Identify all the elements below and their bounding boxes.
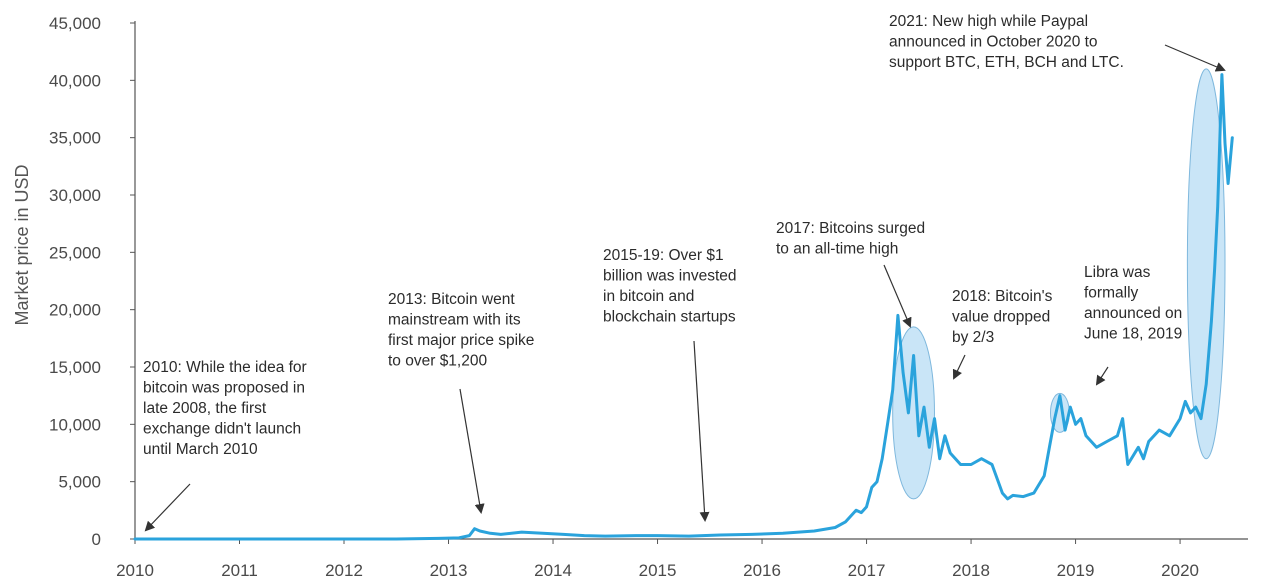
annotation-libra-line: June 18, 2019 xyxy=(1084,326,1182,343)
annotation-2015-line: in bitcoin and xyxy=(603,288,694,305)
annotation-2021-line: 2021: New high while Paypal xyxy=(889,13,1088,30)
annotation-libra-line: announced on xyxy=(1084,305,1182,322)
annotation-2013-line: mainstream with its xyxy=(388,312,521,329)
x-tick-label: 2020 xyxy=(1161,561,1199,580)
x-tick-label: 2011 xyxy=(221,561,258,580)
annotation-libra: Libra was formally announced on June 18,… xyxy=(1084,264,1187,386)
annotation-2021: 2021: New high while Paypal announced in… xyxy=(889,13,1226,72)
annotation-2010: 2010: While the idea for bitcoin was pro… xyxy=(143,359,311,532)
annotation-2015-line: billion was invested xyxy=(603,268,737,285)
svg-text:2015-19: Over $1 billion: 2015-19: Over $1 billion was invested in… xyxy=(603,247,741,326)
annotation-2017-line: 2017: Bitcoins surged xyxy=(776,220,925,237)
annotation-2018-line: 2018: Bitcoin's xyxy=(952,288,1053,305)
price-line xyxy=(133,73,1234,541)
annotation-2013-arrow xyxy=(459,388,485,514)
y-tick-label: 20,000 xyxy=(49,301,101,320)
x-tick-label: 2018 xyxy=(952,561,990,580)
y-tick-label: 5,000 xyxy=(58,473,101,492)
annotation-2018-line: by 2/3 xyxy=(952,329,994,346)
annotation-2013-line: 2013: Bitcoin went xyxy=(388,291,515,308)
annotation-2015-arrow xyxy=(693,340,710,522)
annotation-2010-line: late 2008, the first xyxy=(143,400,267,417)
price-series xyxy=(133,73,1234,541)
y-tick-label: 25,000 xyxy=(49,243,101,262)
y-tick-label: 40,000 xyxy=(49,71,101,90)
x-tick-label: 2017 xyxy=(848,561,886,580)
y-tick-label: 35,000 xyxy=(49,129,101,148)
x-tick-label: 2015 xyxy=(639,561,677,580)
y-tick-label: 10,000 xyxy=(49,415,101,434)
annotation-libra-arrow xyxy=(1095,366,1109,386)
x-axis-ticks: 2010 2011 2012 2013 2014 2015 2016 2017 2018 2019… xyxy=(116,539,1199,580)
annotation-2013-line: first major price spike xyxy=(388,332,534,349)
annotation-2015-line: 2015-19: Over $1 xyxy=(603,247,724,264)
y-axis-ticks: 0 5,000 10,000 15,000 20,000 25,000 30,000 35,0… xyxy=(49,14,135,549)
y-tick-label: 0 xyxy=(92,530,101,549)
x-tick-label: 2019 xyxy=(1057,561,1095,580)
annotation-2017: 2017: Bitcoins surged to an all-time hig… xyxy=(776,220,929,328)
annotation-2021-line: support BTC, ETH, BCH and LTC. xyxy=(889,54,1124,71)
y-tick-label: 30,000 xyxy=(49,186,101,205)
x-tick-label: 2016 xyxy=(743,561,781,580)
annotation-2013-line: to over $1,200 xyxy=(388,353,487,370)
annotation-2017-line: to an all-time high xyxy=(776,241,898,258)
svg-text:Libra was formally: Libra was formally announced on June 18,… xyxy=(1084,264,1187,343)
svg-text:2021: New high while Paypal: 2021: New high while Paypal announced in… xyxy=(889,13,1124,71)
annotation-2018-arrow xyxy=(952,354,966,380)
highlight-regions xyxy=(892,68,1226,500)
annotation-2015: 2015-19: Over $1 billion was invested in… xyxy=(603,247,741,522)
annotation-2013: 2013: Bitcoin went mainstream with its f… xyxy=(388,291,539,514)
svg-text:2017: Bitcoins surged to: 2017: Bitcoins surged to an all-time hig… xyxy=(776,220,929,258)
x-tick-label: 2010 xyxy=(116,561,154,580)
y-tick-label: 15,000 xyxy=(49,358,101,377)
annotation-2010-line: exchange didn't launch xyxy=(143,421,301,438)
annotation-libra-line: formally xyxy=(1084,285,1139,302)
annotation-2010-line: until March 2010 xyxy=(143,441,258,458)
x-tick-label: 2014 xyxy=(534,561,572,580)
x-tick-label: 2012 xyxy=(325,561,363,580)
annotation-2018: 2018: Bitcoin's value dropped by 2/3 xyxy=(952,288,1057,380)
annotation-libra-line: Libra was xyxy=(1084,264,1151,281)
annotation-2015-line: blockchain startups xyxy=(603,309,736,326)
annotation-2018-line: value dropped xyxy=(952,309,1050,326)
svg-text:2010: While the idea for: 2010: While the idea for bitcoin was pro… xyxy=(143,359,311,458)
x-tick-label: 2013 xyxy=(430,561,468,580)
annotation-2010-arrow xyxy=(144,483,191,532)
svg-text:2018: Bitcoin's value dr: 2018: Bitcoin's value dropped by 2/3 xyxy=(952,288,1057,346)
highlight-ellipse xyxy=(892,326,935,500)
highlight-ellipse xyxy=(1186,68,1226,460)
annotation-2017-arrow xyxy=(883,264,912,328)
annotation-2021-arrow xyxy=(1164,44,1226,72)
svg-text:2013: Bitcoin went mains: 2013: Bitcoin went mainstream with its f… xyxy=(388,291,539,370)
annotation-2021-line: announced in October 2020 to xyxy=(889,34,1098,51)
annotation-2010-line: bitcoin was proposed in xyxy=(143,380,305,397)
y-tick-label: 45,000 xyxy=(49,14,101,33)
y-axis-title: Market price in USD xyxy=(12,164,32,325)
annotation-2010-line: 2010: While the idea for xyxy=(143,359,307,376)
